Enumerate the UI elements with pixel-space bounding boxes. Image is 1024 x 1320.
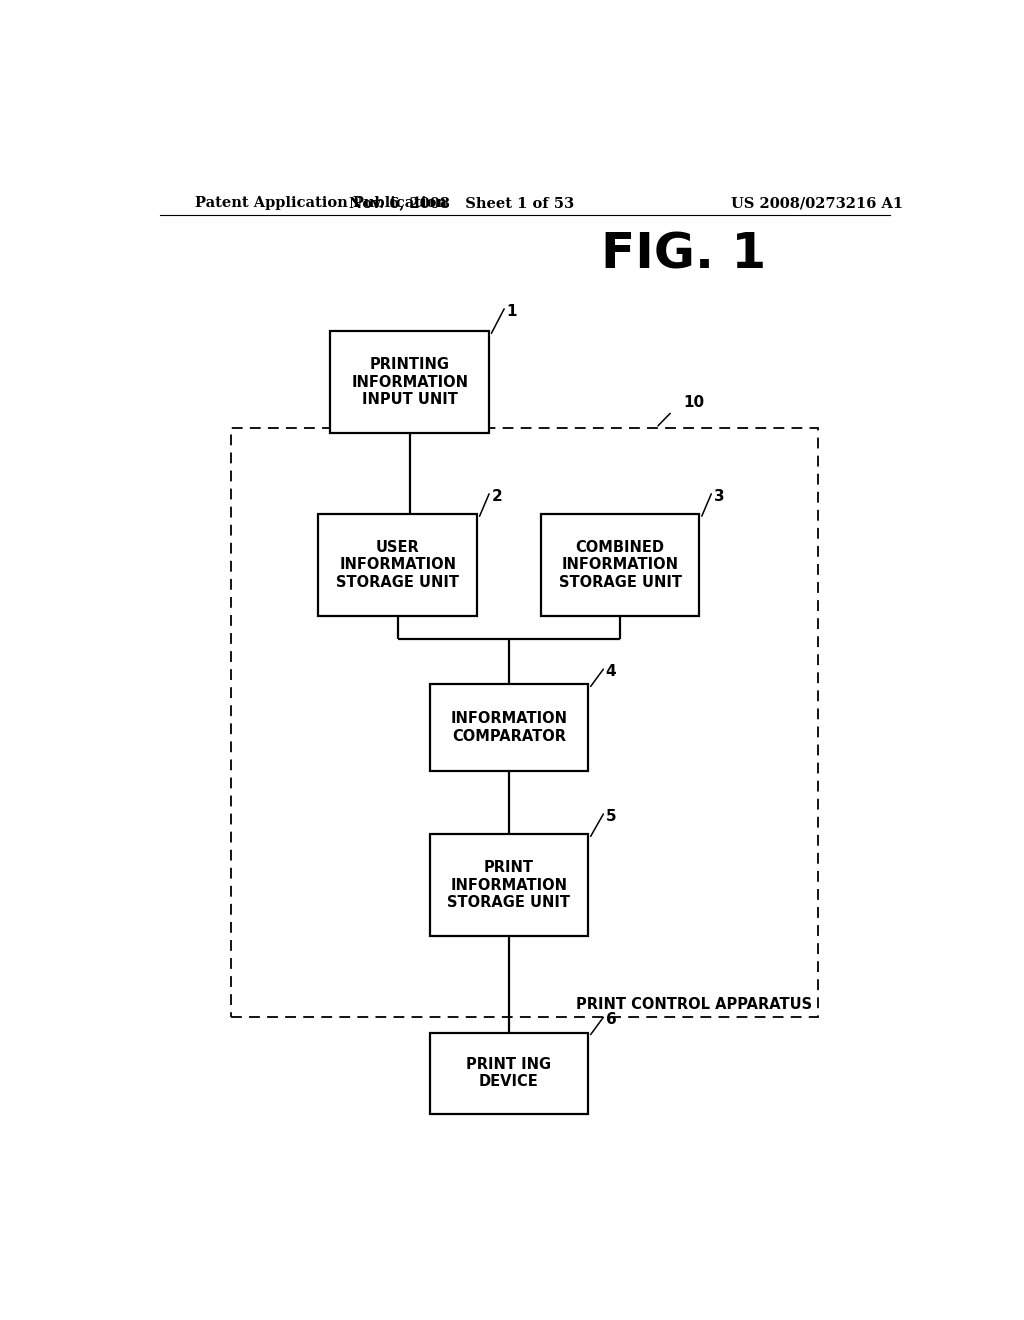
Text: PRINT ING
DEVICE: PRINT ING DEVICE	[466, 1057, 552, 1089]
Bar	[318, 515, 477, 616]
Text: 6: 6	[606, 1012, 616, 1027]
Text: 2: 2	[492, 488, 502, 504]
Bar	[430, 834, 589, 936]
Text: 1: 1	[507, 304, 517, 319]
Bar	[541, 515, 699, 616]
Text: PRINT
INFORMATION
STORAGE UNIT: PRINT INFORMATION STORAGE UNIT	[447, 861, 570, 909]
Text: 3: 3	[714, 488, 724, 504]
Text: FIG. 1: FIG. 1	[601, 231, 766, 279]
Bar	[231, 428, 818, 1018]
Text: INFORMATION
COMPARATOR: INFORMATION COMPARATOR	[451, 711, 567, 743]
Bar	[430, 1032, 589, 1114]
Text: 4: 4	[606, 664, 616, 680]
Text: US 2008/0273216 A1: US 2008/0273216 A1	[731, 197, 903, 210]
Text: 10: 10	[684, 396, 705, 411]
Text: 5: 5	[606, 809, 616, 824]
Text: USER
INFORMATION
STORAGE UNIT: USER INFORMATION STORAGE UNIT	[336, 540, 460, 590]
Bar	[331, 331, 489, 433]
Text: Nov. 6, 2008   Sheet 1 of 53: Nov. 6, 2008 Sheet 1 of 53	[349, 197, 573, 210]
Text: Patent Application Publication: Patent Application Publication	[196, 197, 447, 210]
Text: PRINT CONTROL APPARATUS: PRINT CONTROL APPARATUS	[575, 997, 812, 1012]
Text: PRINTING
INFORMATION
INPUT UNIT: PRINTING INFORMATION INPUT UNIT	[351, 358, 468, 407]
Text: COMBINED
INFORMATION
STORAGE UNIT: COMBINED INFORMATION STORAGE UNIT	[558, 540, 682, 590]
Bar	[430, 684, 589, 771]
